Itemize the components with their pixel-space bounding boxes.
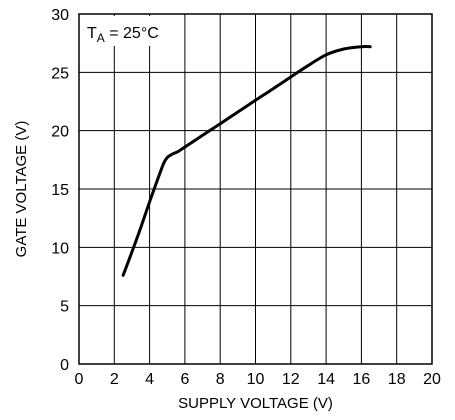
y-tick-label: 5 xyxy=(60,299,69,316)
chart-grid xyxy=(79,14,432,364)
temperature-annotation: TA = 25°C xyxy=(87,25,159,45)
x-tick-label: 0 xyxy=(75,371,84,388)
y-axis-label: GATE VOLTAGE (V) xyxy=(13,121,30,258)
x-tick-label: 18 xyxy=(388,371,406,388)
y-tick-label: 0 xyxy=(60,357,69,374)
y-tick-label: 25 xyxy=(51,65,69,82)
x-tick-label: 4 xyxy=(145,371,154,388)
annotation-box xyxy=(81,16,177,46)
x-tick-labels: 0 2 4 6 8 10 12 14 16 18 20 xyxy=(75,371,441,388)
x-axis-label: SUPPLY VOLTAGE (V) xyxy=(178,395,333,412)
x-tick-label: 8 xyxy=(216,371,225,388)
x-tick-label: 20 xyxy=(423,371,441,388)
x-tick-label: 10 xyxy=(247,371,265,388)
annotation-prefix: T xyxy=(87,25,97,42)
y-tick-label: 20 xyxy=(51,124,69,141)
y-tick-label: 30 xyxy=(51,7,69,24)
y-tick-labels: 0 5 10 15 20 25 30 xyxy=(51,7,69,374)
gate-voltage-curve xyxy=(121,45,372,277)
x-tick-label: 2 xyxy=(110,371,119,388)
plot-frame xyxy=(78,13,433,365)
y-tick-label: 15 xyxy=(51,182,69,199)
y-tick-label: 10 xyxy=(51,240,69,257)
annotation-suffix: = 25°C xyxy=(105,25,159,42)
x-tick-label: 6 xyxy=(180,371,189,388)
x-tick-label: 14 xyxy=(317,371,335,388)
annotation-background xyxy=(81,16,177,46)
x-tick-label: 16 xyxy=(353,371,371,388)
x-tick-label: 12 xyxy=(282,371,300,388)
chart-series xyxy=(121,45,372,277)
annotation-subscript: A xyxy=(97,31,105,45)
